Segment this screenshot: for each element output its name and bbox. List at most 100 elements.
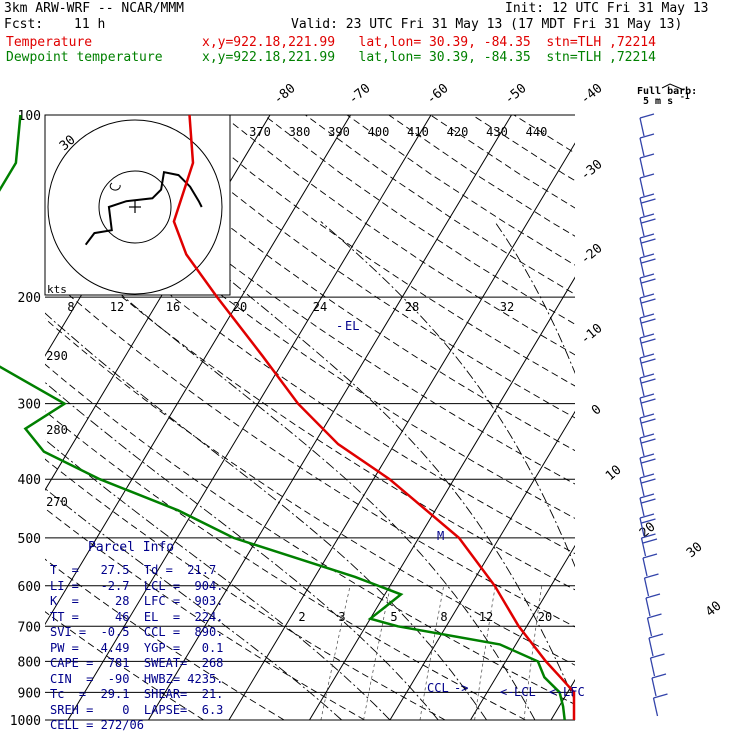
mixing-ratio-line <box>363 585 391 720</box>
isotherm-label: -40 <box>578 81 606 108</box>
pressure-label: 900 <box>18 686 41 701</box>
dry-adiabat <box>54 115 575 485</box>
mixing-ratio-label: 3 <box>338 610 345 624</box>
wind-barb-flag <box>639 353 655 359</box>
hodograph-speed-label: 32 <box>500 300 514 314</box>
pressure-label: 300 <box>18 398 41 413</box>
mixing-ratio-line <box>419 585 445 720</box>
wind-barb-flag <box>653 693 668 699</box>
hodograph: 30 kts <box>44 114 231 296</box>
parcel-info-row: LI = -2.7 LCL = 904. <box>50 578 224 593</box>
temperature-location: x,y=922.18,221.99 lat,lon= 30.39, -84.35… <box>202 35 656 50</box>
dewpoint-trace <box>0 114 566 721</box>
wind-barb-flag <box>647 613 662 619</box>
isotherm-label: -60 <box>424 81 452 108</box>
parcel-info-row: PW = 4.49 YGP = 0.1 <box>50 640 224 655</box>
isentrope-label: 440 <box>526 125 548 139</box>
wind-barb-flag <box>639 133 655 139</box>
wind-barb <box>639 217 645 237</box>
pressure-label: 700 <box>18 620 41 635</box>
wind-barb-flag <box>639 233 655 239</box>
dry-adiabat <box>180 115 575 387</box>
isentrope-label: 380 <box>289 125 311 139</box>
wind-barb-flag <box>641 278 656 284</box>
wind-barb-flag <box>639 393 655 399</box>
wind-barb <box>639 257 645 277</box>
isentrope-label: 420 <box>447 125 469 139</box>
wind-barb-flag <box>641 198 656 204</box>
dry-adiabat <box>263 115 575 325</box>
isotherm-label: 10 <box>603 463 625 485</box>
parcel-info-row: TT = 46 EL = 224. <box>50 609 224 624</box>
pressure-label: 100 <box>18 109 41 124</box>
hodograph-speed-label: 8 <box>67 300 74 314</box>
wind-barb <box>639 437 645 457</box>
isentrope-label: 270 <box>46 495 68 509</box>
dry-adiabat <box>45 317 575 666</box>
wind-barb-flag <box>639 433 655 439</box>
isentrope-label: 390 <box>328 125 350 139</box>
wind-barb <box>639 277 645 297</box>
init-time: Init: 12 UTC Fri 31 May 13 <box>505 1 709 16</box>
wind-barb <box>649 657 656 677</box>
isotherm-line <box>67 115 432 720</box>
wind-barb-flag <box>650 653 665 659</box>
pressure-label: 500 <box>18 532 41 547</box>
ccl-marker-arrow: -> <box>454 681 468 695</box>
mixing-ratio-line <box>589 586 603 720</box>
hodograph-trace <box>84 171 203 246</box>
parcel-info-row: CAPE = 781 SWEAT= 268 <box>50 656 224 670</box>
wind-barb <box>639 457 645 477</box>
parcel-info-title: Parcel Info <box>88 540 175 555</box>
wind-barb-flag <box>641 458 656 464</box>
wind-barb <box>639 117 645 137</box>
moist-adiabat <box>45 225 536 720</box>
dry-adiabat <box>430 115 575 209</box>
forecast-label: Fcst: <box>4 17 44 32</box>
wind-barb-flag <box>642 553 658 559</box>
pressure-label: 600 <box>18 580 41 595</box>
isotherm-label: -80 <box>271 81 299 108</box>
wind-barb <box>640 537 647 557</box>
wind-barb-flag <box>639 513 655 519</box>
mixing-ratio-line <box>474 585 496 720</box>
hodograph-speed-labels: 8 12 16 20 24 28 32 <box>67 300 514 314</box>
dry-adiabat <box>45 410 526 720</box>
wind-barb-flag <box>641 498 656 504</box>
mixing-ratio-line <box>523 585 543 720</box>
wind-barb-flag <box>639 493 655 499</box>
isotherm-line <box>712 115 740 720</box>
wind-barb <box>652 697 659 717</box>
parcel-level-markers: - EL M CCL -> <- LCL <- LFC <box>336 319 585 699</box>
el-marker: EL <box>345 319 359 333</box>
hodograph-outer-ring <box>47 119 223 295</box>
parcel-info-row: Tc = 29.1 SHEAR= 21. <box>50 687 224 701</box>
wind-barb <box>639 137 645 157</box>
wind-barb-flag <box>641 438 656 444</box>
wind-barb-flag <box>641 258 656 264</box>
wind-barb <box>639 177 645 197</box>
wind-barb <box>639 297 645 317</box>
isotherm-label: -10 <box>578 321 606 348</box>
wind-barb-flag <box>641 358 656 364</box>
wind-barb <box>643 577 650 597</box>
isobar-lines <box>45 114 575 721</box>
lfc-marker: LFC <box>563 685 585 699</box>
moist-adiabat <box>494 221 575 375</box>
wind-barb <box>651 677 657 697</box>
moist-adiabat <box>45 487 342 720</box>
dry-adiabat <box>45 144 575 519</box>
wind-barb-flag <box>639 153 655 159</box>
wind-barb <box>639 197 645 217</box>
dry-adiabat <box>471 115 575 182</box>
lfc-marker-prefix: <- <box>549 685 563 699</box>
isotherm-label: -70 <box>346 81 374 108</box>
valid-time: Valid: 23 UTC Fri 31 May 13 (17 MDT Fri … <box>291 17 683 32</box>
isotherm-line <box>148 115 512 720</box>
dry-adiabat <box>96 115 575 452</box>
isotherm-line <box>228 142 575 720</box>
temperature-legend: Temperature <box>6 35 93 50</box>
forecast-hour: 11 h <box>74 17 106 32</box>
wind-barb-flag <box>639 253 655 259</box>
